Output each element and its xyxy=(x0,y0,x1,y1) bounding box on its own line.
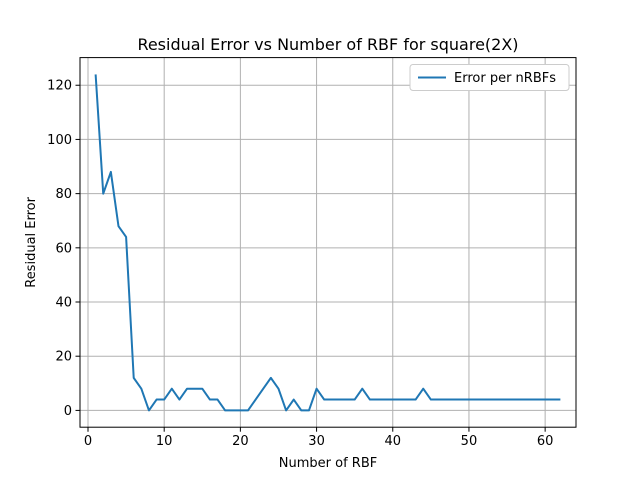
y-tick-label: 20 xyxy=(55,350,72,365)
x-tick-label: 10 xyxy=(156,434,173,449)
chart-title: Residual Error vs Number of RBF for squa… xyxy=(137,35,518,54)
y-axis-ticks: 0 20 40 60 80 100 120 xyxy=(47,79,80,419)
x-tick-label: 20 xyxy=(232,434,249,449)
y-axis-label: Residual Error xyxy=(24,196,39,287)
plot-frame xyxy=(79,57,577,428)
legend-box xyxy=(409,64,570,91)
x-axis-ticks: 0 10 20 30 40 50 60 xyxy=(84,427,554,449)
x-tick-label: 50 xyxy=(461,434,478,449)
series-layer xyxy=(94,74,561,412)
y-tick-label: 120 xyxy=(47,79,72,94)
y-tick-label: 0 xyxy=(64,404,72,419)
plot-area xyxy=(80,57,576,428)
x-tick-label: 40 xyxy=(384,434,401,449)
y-tick-label: 100 xyxy=(47,133,72,148)
legend: Error per nRBFs xyxy=(409,64,570,91)
series-line-error-per-nrbfs xyxy=(94,74,561,412)
x-axis-label: Number of RBF xyxy=(279,456,377,471)
x-tick-label: 60 xyxy=(537,434,554,449)
y-tick-label: 40 xyxy=(55,296,72,311)
grid xyxy=(80,57,576,428)
x-tick-label: 0 xyxy=(84,434,92,449)
legend-entry-error-per-nrbfs: Error per nRBFs xyxy=(454,71,556,86)
axes xyxy=(79,57,577,428)
x-tick-label: 30 xyxy=(308,434,325,449)
y-tick-label: 80 xyxy=(55,187,72,202)
y-tick-label: 60 xyxy=(55,241,72,256)
